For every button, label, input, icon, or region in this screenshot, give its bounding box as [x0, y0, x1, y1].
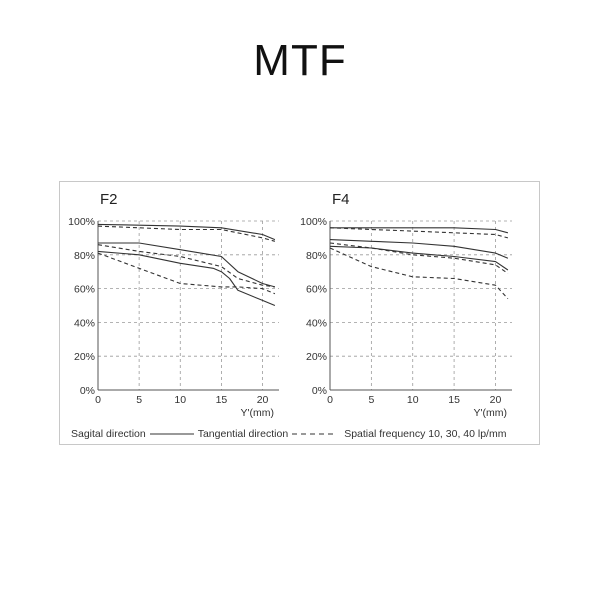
- chart-f2-title: F2: [100, 191, 118, 208]
- chart-f4-series-1-solid-line: [330, 227, 509, 234]
- chart-f2-xtick-label: 5: [136, 394, 142, 406]
- chart-f4-xtick-label: 0: [327, 394, 333, 406]
- chart-f2-ytick-label: 80%: [74, 250, 95, 262]
- chart-f2-xtick-label: 10: [174, 394, 186, 406]
- chart-f4-xtick-label: 20: [490, 394, 502, 406]
- chart-f2-xtick-label: 15: [216, 394, 228, 406]
- chart-f4-ytick-label: 40%: [306, 317, 327, 329]
- legend-tangential-label: Tangential direction: [197, 428, 289, 440]
- chart-f4-series-5-solid-line: [329, 245, 509, 271]
- chart-f2-xtick-label: 0: [95, 394, 101, 406]
- legend-sagittal-label: Sagital direction: [71, 428, 146, 440]
- chart-f2-ytick-label: 20%: [74, 351, 95, 363]
- chart-f2-xtick-label: 20: [257, 394, 269, 406]
- chart-f2-series-3-solid-line: [98, 242, 276, 288]
- page-title: MTF: [253, 36, 347, 85]
- chart-f2-series-2-dashed-line: [97, 225, 276, 242]
- legend-solid-line-sample: [149, 431, 194, 437]
- chart-f4-xtick-label: 5: [368, 394, 374, 406]
- chart-frame: [59, 181, 540, 445]
- chart-f2-ytick-label: 60%: [74, 284, 95, 296]
- chart-f4-ytick-label: 60%: [306, 284, 327, 296]
- chart-f4-ytick-label: 20%: [306, 351, 327, 363]
- chart-f4-series-4-dashed-line: [329, 242, 509, 274]
- chart-f4-ytick-label: 80%: [306, 250, 327, 262]
- chart-f2-ytick-label: 40%: [74, 317, 95, 329]
- chart-f2-series-5-solid-line: [97, 250, 276, 307]
- chart-f4-ytick-label: 0%: [312, 385, 327, 397]
- legend: Sagital direction Tangential direction S…: [71, 428, 506, 440]
- legend-frequency-label: Spatial frequency 10, 30, 40 lp/mm: [344, 428, 507, 440]
- chart-f2-series-4-dashed-line: [97, 244, 275, 288]
- chart-f2-series-6-dashed-line: [97, 252, 276, 295]
- chart-f4-title: F4: [332, 191, 350, 208]
- chart-f4-series-3-solid-line: [329, 239, 509, 259]
- chart-f4-ytick-label: 100%: [300, 216, 327, 228]
- chart-f4-xtick-label: 10: [407, 394, 419, 406]
- chart-f4-xtick-label: 15: [448, 394, 460, 406]
- chart-f2-xlabel: Y'(mm): [241, 407, 275, 419]
- chart-f2-series-1-solid-line: [97, 223, 276, 241]
- chart-f4-xlabel: Y'(mm): [474, 407, 508, 419]
- chart-f2-ytick-label: 0%: [80, 385, 95, 397]
- legend-dashed-line-sample: [292, 431, 337, 437]
- chart-f2-ytick-label: 100%: [68, 216, 95, 228]
- chart-f4-series-6-dashed-line: [329, 247, 509, 300]
